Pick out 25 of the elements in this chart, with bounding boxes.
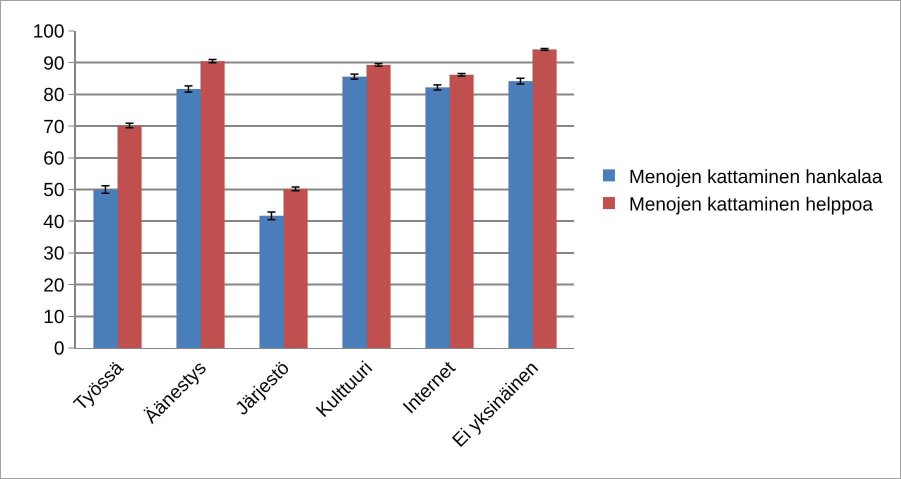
y-tick-label: 90 <box>43 53 64 74</box>
bar <box>508 81 532 348</box>
y-tick-label: 30 <box>43 244 64 265</box>
legend-label: Menojen kattaminen helppoa <box>628 194 874 216</box>
bar <box>342 76 366 348</box>
bar <box>93 190 118 348</box>
y-tick-label: 10 <box>43 306 64 328</box>
y-tick-label: 40 <box>43 212 64 233</box>
y-tick-label: 20 <box>43 275 64 296</box>
bar <box>259 216 284 348</box>
bar <box>532 49 557 348</box>
y-tick-label: 50 <box>43 180 64 202</box>
bar <box>118 125 142 348</box>
y-tick-label: 80 <box>43 85 64 106</box>
bar <box>284 188 308 348</box>
bar <box>200 61 225 348</box>
y-tick-label: 100 <box>32 22 64 43</box>
y-tick-label: 70 <box>43 116 64 138</box>
y-tick-label: 60 <box>43 148 64 170</box>
bar <box>450 74 474 348</box>
bar <box>425 87 450 348</box>
legend-label: Menojen kattaminen hankalaa <box>628 166 883 188</box>
bar <box>366 64 391 348</box>
bar <box>176 89 200 348</box>
y-tick-label: 0 <box>54 338 64 360</box>
